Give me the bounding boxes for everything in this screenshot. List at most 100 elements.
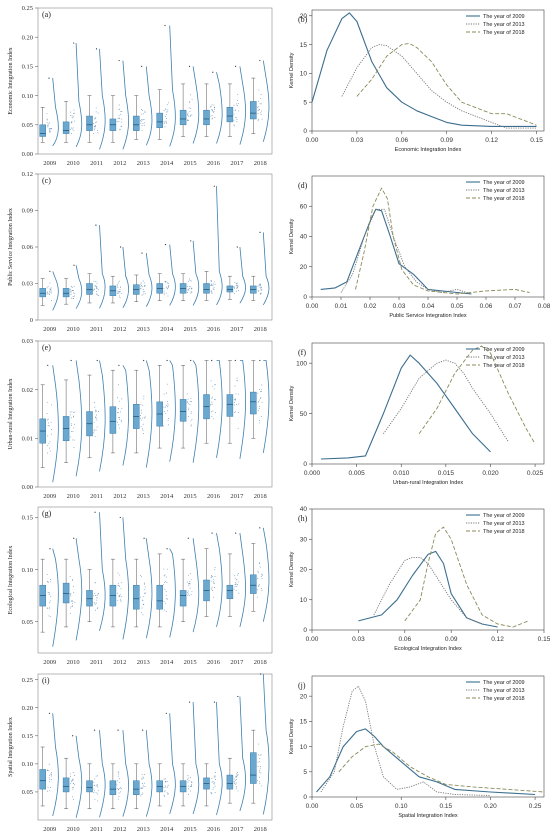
data-point	[50, 422, 52, 423]
data-point	[186, 401, 188, 403]
data-point	[213, 388, 215, 390]
panel-i: (i) 0.05 0.10 0.15 0.20 0.25 Spatial Integrati…	[8, 673, 273, 833]
outlier-point	[234, 359, 236, 362]
legend-label: The year of 2009	[483, 680, 525, 686]
violin-curve	[169, 713, 176, 814]
x-tick-label: 2012	[113, 659, 126, 666]
data-point	[71, 128, 73, 130]
data-point	[142, 288, 144, 290]
data-point	[258, 584, 260, 586]
data-point	[50, 773, 52, 775]
data-point	[47, 790, 49, 792]
x-tick-label: 0.03	[351, 137, 364, 144]
data-point	[236, 583, 238, 585]
data-point	[117, 788, 119, 790]
data-point	[69, 414, 71, 416]
data-point	[116, 784, 118, 786]
data-point	[188, 102, 190, 104]
data-point	[47, 445, 49, 447]
data-point	[257, 290, 259, 292]
data-point	[143, 119, 145, 121]
data-point	[97, 112, 99, 114]
y-axis-label: Kernel Density	[289, 218, 295, 254]
outlier-point	[259, 231, 261, 233]
data-point	[187, 781, 189, 783]
data-point	[165, 404, 167, 406]
data-point	[210, 280, 212, 282]
violin-curve	[262, 527, 270, 622]
data-point	[237, 774, 239, 776]
data-point	[214, 776, 216, 778]
data-point	[260, 391, 262, 392]
data-point	[50, 433, 52, 435]
data-point	[186, 286, 188, 288]
x-tick-label: 0.06	[398, 636, 411, 643]
data-point	[234, 411, 236, 413]
data-point	[191, 424, 193, 426]
x-tick-label: 2017	[230, 826, 244, 833]
data-point	[236, 119, 238, 121]
data-point	[73, 585, 74, 587]
data-point	[73, 782, 75, 784]
data-point	[50, 595, 52, 597]
data-point	[142, 428, 144, 430]
data-point	[70, 288, 72, 290]
data-point	[119, 574, 121, 576]
x-tick-label: 0.00	[306, 636, 319, 643]
data-point	[233, 411, 235, 413]
data-point	[259, 283, 261, 285]
data-point	[234, 583, 236, 585]
y-tick-label: 0.05	[22, 619, 33, 626]
data-point	[210, 411, 212, 413]
violin-curve	[145, 253, 153, 307]
panel-label: (a)	[42, 10, 51, 19]
data-point	[234, 585, 236, 587]
data-point	[120, 791, 121, 793]
data-point	[165, 114, 167, 116]
data-point	[144, 417, 146, 419]
data-point	[191, 591, 193, 593]
data-point	[144, 293, 146, 295]
data-point	[261, 390, 263, 392]
data-point	[164, 582, 166, 584]
data-point	[119, 586, 120, 588]
data-point	[260, 289, 262, 291]
data-point	[49, 129, 51, 131]
x-tick-label: 2010	[67, 826, 80, 833]
data-point	[236, 380, 238, 382]
data-point	[73, 112, 74, 114]
data-point	[70, 423, 72, 425]
x-tick-label: 0.00	[306, 303, 319, 310]
data-point	[73, 116, 75, 118]
data-point	[46, 413, 48, 415]
data-point	[121, 407, 123, 409]
data-point	[118, 773, 120, 775]
data-point	[190, 413, 192, 414]
panel-label: (h)	[298, 514, 308, 523]
box	[179, 590, 187, 607]
violin-curve	[99, 360, 106, 472]
plot-frame	[311, 342, 545, 465]
series-line-2018	[355, 187, 530, 295]
violin-curve	[169, 25, 176, 147]
data-point	[94, 416, 96, 418]
data-point	[72, 297, 74, 299]
data-point	[166, 287, 168, 289]
data-point	[47, 124, 49, 126]
outlier-point	[236, 246, 238, 248]
data-point	[95, 125, 96, 127]
outlier-point	[259, 59, 261, 62]
data-point	[259, 566, 261, 568]
data-point	[94, 118, 96, 120]
data-point	[141, 125, 143, 126]
box	[203, 109, 210, 126]
data-point	[97, 132, 99, 134]
data-point	[261, 575, 263, 576]
x-tick-label: 2018	[254, 826, 267, 833]
data-point	[260, 112, 262, 114]
data-point	[190, 790, 192, 792]
data-point	[50, 290, 52, 292]
data-point	[117, 292, 119, 294]
data-point	[187, 778, 189, 780]
data-point	[74, 120, 75, 122]
